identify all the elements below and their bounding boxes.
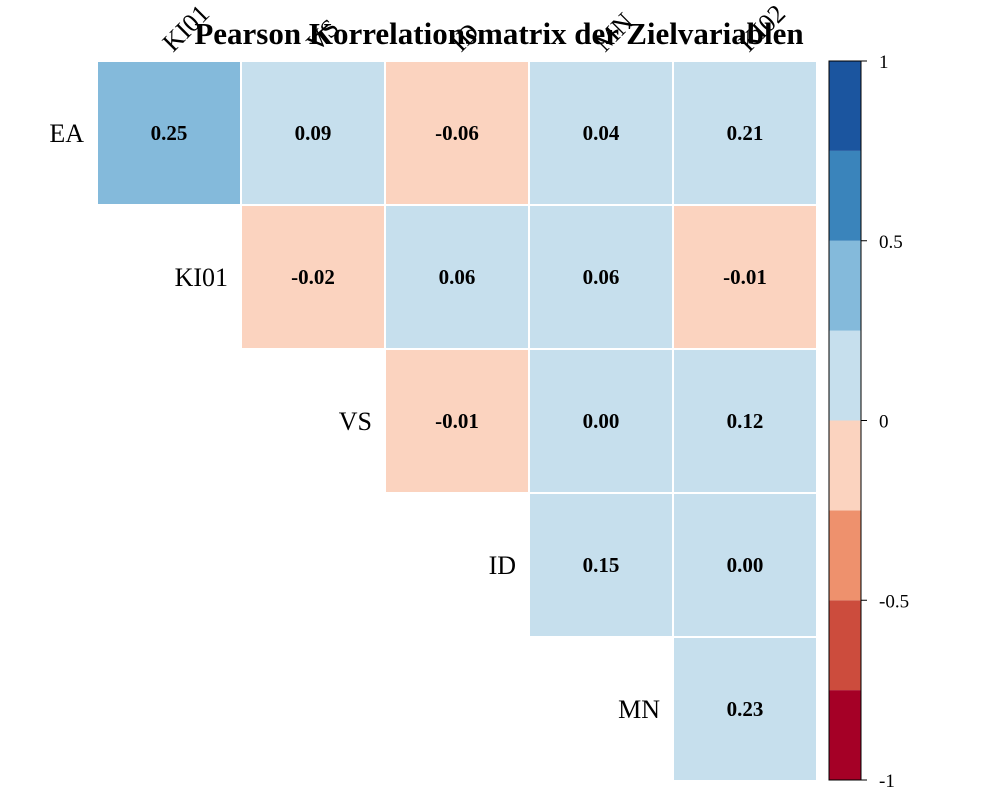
heatmap-cell: 0.21: [672, 60, 818, 206]
color-scale-bin: [829, 690, 861, 780]
cell-value-label: 0.00: [727, 553, 764, 577]
heatmap-cell-rect: [384, 348, 530, 494]
cell-value-label: 0.21: [727, 121, 764, 145]
color-scale-bar: [828, 60, 862, 781]
color-scale-labels: -1 -0.5 0 0.5 1: [861, 52, 909, 792]
heatmap-cell-rect: [672, 636, 818, 782]
chart-title: Pearson Korrelationsmatrix der Zielvaria…: [194, 16, 803, 51]
heatmap-cell-rect: [672, 348, 818, 494]
cell-value-label: 0.06: [583, 265, 620, 289]
heatmap-cell: 0.04: [528, 60, 674, 206]
cell-value-label: -0.02: [291, 265, 335, 289]
row-label: KI01: [175, 263, 228, 292]
heatmap-cell: 0.25: [96, 60, 242, 206]
heatmap-cell: 0.09: [240, 60, 386, 206]
heatmap-cell-rect: [528, 204, 674, 350]
heatmap-cell: -0.01: [672, 204, 818, 350]
heatmap-cell: 0.00: [528, 348, 674, 494]
row-label: EA: [49, 119, 84, 148]
cell-value-label: 0.06: [439, 265, 476, 289]
heatmap-cell-rect: [528, 60, 674, 206]
cell-value-label: 0.23: [727, 697, 764, 721]
cell-value-label: -0.01: [435, 409, 479, 433]
heatmap-cell-rect: [96, 60, 242, 206]
color-scale-tick-label: -0.5: [879, 591, 909, 612]
cell-value-label: 0.04: [583, 121, 620, 145]
heatmap-cell: 0.12: [672, 348, 818, 494]
row-label: MN: [618, 695, 660, 724]
heatmap-cell-rect: [384, 60, 530, 206]
cell-value-label: 0.12: [727, 409, 764, 433]
heatmap-cell-rect: [528, 492, 674, 638]
color-scale-tick-label: 0: [879, 412, 889, 433]
row-label: ID: [489, 551, 516, 580]
color-scale-tick-label: -1: [879, 771, 895, 792]
heatmap-cell-rect: [672, 492, 818, 638]
heatmap-cell: -0.01: [384, 348, 530, 494]
color-scale-bin: [829, 61, 861, 151]
cell-value-label: -0.06: [435, 121, 479, 145]
cell-value-label: 0.25: [151, 121, 188, 145]
cell-value-label: 0.09: [295, 121, 332, 145]
heatmap-cell: 0.06: [528, 204, 674, 350]
color-scale-bin: [829, 510, 861, 601]
heatmap-cell-rect: [240, 60, 386, 206]
row-labels: EA KI01 VS ID MN: [49, 119, 660, 724]
heatmap-cell: -0.06: [384, 60, 530, 206]
color-scale-bin: [829, 150, 861, 241]
heatmap-cell: 0.23: [672, 636, 818, 782]
heatmap-cell: 0.15: [528, 492, 674, 638]
color-scale-bin: [829, 330, 861, 421]
cell-value-label: -0.01: [723, 265, 767, 289]
heatmap-cell: -0.02: [240, 204, 386, 350]
color-scale-tick-label: 0.5: [879, 232, 903, 253]
color-scale-tick-label: 1: [879, 52, 889, 73]
row-label: VS: [339, 407, 372, 436]
color-scale-bin: [829, 420, 861, 511]
cell-value-label: 0.00: [583, 409, 620, 433]
heatmap-cell: 0.00: [672, 492, 818, 638]
color-scale-bin: [829, 240, 861, 331]
heatmap-cell: 0.06: [384, 204, 530, 350]
heatmap-cells: 0.25 0.09 -0.06 0.04 0.21 -0.02 0.06 0.06 -0.01 -…: [96, 60, 818, 782]
cell-value-label: 0.15: [583, 553, 620, 577]
color-scale-bin: [829, 600, 861, 691]
heatmap-cell-rect: [240, 204, 386, 350]
